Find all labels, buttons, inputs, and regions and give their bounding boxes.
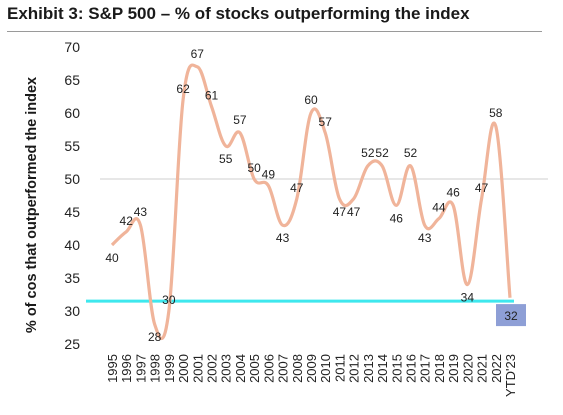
- y-tick-label: 25: [64, 336, 80, 352]
- x-tick-label: 1998: [148, 354, 163, 383]
- data-label: 46: [446, 185, 460, 199]
- data-label: 61: [205, 88, 219, 102]
- data-label: 62: [176, 82, 190, 96]
- data-label: 44: [432, 201, 446, 215]
- x-tick-label: 2007: [276, 354, 291, 383]
- data-label: 57: [233, 113, 247, 127]
- x-tick-label: 2017: [418, 354, 433, 383]
- y-tick-label: 30: [64, 303, 80, 319]
- x-tick-label: 2000: [176, 354, 191, 383]
- x-tick-label: 2009: [304, 354, 319, 383]
- x-tick-label: 2015: [389, 354, 404, 383]
- y-tick-label: 55: [64, 138, 80, 154]
- data-label: 67: [191, 47, 205, 61]
- data-label: 40: [105, 251, 119, 265]
- y-tick-label: 70: [64, 39, 80, 55]
- x-tick-label: 2014: [375, 354, 390, 383]
- x-tick-label: 2019: [446, 354, 461, 383]
- x-tick-label: 2018: [432, 354, 447, 383]
- data-label: 49: [262, 168, 276, 182]
- x-tick-label: 2004: [233, 354, 248, 383]
- x-tick-label: 2020: [460, 354, 475, 383]
- last-value-highlight: [496, 304, 526, 327]
- x-tick-label: 1997: [133, 354, 148, 383]
- x-tick-label: 2001: [190, 354, 205, 383]
- x-tick-label: 2008: [290, 354, 305, 383]
- data-label: 60: [304, 93, 318, 107]
- data-label: 47: [290, 181, 304, 195]
- x-tick-label: 2012: [347, 354, 362, 383]
- x-tick-label: 1999: [162, 354, 177, 383]
- x-tick-label: 1996: [119, 354, 134, 383]
- data-label: 34: [461, 291, 475, 305]
- data-label: 43: [418, 231, 432, 245]
- data-label: 47: [333, 205, 347, 219]
- data-label: 28: [148, 330, 162, 344]
- data-label: 52: [375, 146, 389, 160]
- data-label: 42: [120, 214, 134, 228]
- data-label: 58: [489, 106, 503, 120]
- y-tick-label: 40: [64, 237, 80, 253]
- data-label: 43: [276, 231, 290, 245]
- x-tick-label: 2011: [332, 354, 347, 382]
- y-tick-label: 35: [64, 270, 80, 286]
- y-tick-label: 60: [64, 105, 80, 121]
- data-label: 50: [247, 161, 261, 175]
- series-path: [110, 63, 512, 340]
- x-tick-label: 2005: [247, 354, 262, 383]
- data-label: 52: [404, 146, 418, 160]
- x-tick-labels: 1995 1996 1997 1998 1999 2000 2001 2002 2003 2004…: [105, 354, 518, 397]
- x-tick-label: 2006: [261, 354, 276, 383]
- series-line: [110, 63, 512, 340]
- data-label: 57: [319, 115, 333, 129]
- x-tick-label: 1995: [105, 354, 120, 383]
- x-tick-label: 2016: [404, 354, 419, 383]
- x-tick-label: YTD'23: [503, 354, 518, 397]
- data-label: 47: [475, 181, 489, 195]
- chart-title: Exhibit 3: S&P 500 – % of stocks outperf…: [7, 4, 470, 23]
- x-tick-label: 2003: [219, 354, 234, 383]
- data-label: 30: [162, 293, 176, 307]
- data-label-last: 32: [504, 309, 518, 323]
- data-label: 55: [219, 152, 233, 166]
- y-tick-label: 50: [64, 171, 80, 187]
- y-tick-label: 65: [64, 72, 80, 88]
- x-tick-label: 2021: [475, 354, 490, 383]
- data-label: 52: [361, 146, 375, 160]
- x-tick-label: 2022: [489, 354, 504, 383]
- data-label: 43: [134, 205, 148, 219]
- x-tick-label: 2002: [205, 354, 220, 383]
- title-divider: [7, 31, 542, 32]
- data-label: 46: [390, 211, 404, 225]
- x-tick-label: 2013: [361, 354, 376, 383]
- y-tick-label: 45: [64, 204, 80, 220]
- y-tick-labels: 25 30 35 40 45 50 55 60 65 70: [64, 39, 80, 352]
- data-label: 47: [347, 205, 361, 219]
- x-tick-label: 2010: [318, 354, 333, 383]
